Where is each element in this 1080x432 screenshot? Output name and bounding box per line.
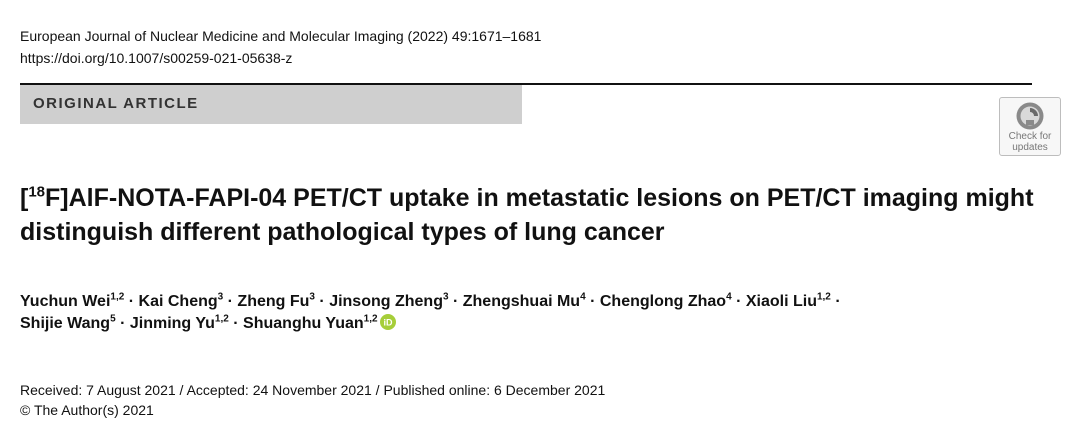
author-name[interactable]: Yuchun Wei — [20, 293, 111, 310]
author-name[interactable]: Zhengshuai Mu — [462, 293, 581, 310]
author-affiliation: 1,2 — [110, 291, 125, 303]
title-prefix: [ — [20, 184, 29, 212]
orcid-label: iD — [383, 318, 393, 328]
author-name[interactable]: Shijie Wang — [20, 315, 111, 332]
author-affiliation: 3 — [217, 291, 224, 303]
author-separator: · — [314, 293, 330, 310]
author-name[interactable]: Xiaoli Liu — [745, 293, 817, 310]
orcid-icon[interactable]: iD — [379, 314, 396, 330]
author-separator: · — [124, 293, 139, 310]
author-affiliation: 4 — [726, 291, 732, 303]
badge-label-line2: updates — [1012, 142, 1048, 153]
author-separator: · — [223, 293, 238, 310]
copyright: © The Author(s) 2021 — [20, 402, 154, 418]
author-name[interactable]: Kai Cheng — [138, 293, 218, 310]
badge-label-line1: Check for — [1008, 131, 1052, 142]
author-affiliation: 1,2 — [214, 313, 229, 325]
author-affiliation: 1,2 — [363, 313, 378, 325]
author-name[interactable]: Shuanghu Yuan — [243, 315, 364, 332]
author-affiliation: 3 — [309, 291, 315, 303]
title-text: F]AlF-NOTA-FAPI-04 PET/CT uptake in meta… — [20, 184, 1034, 246]
author-affiliation: 3 — [442, 291, 449, 303]
author-list: Yuchun Wei1,2 · Kai Cheng3 · Zheng Fu3 ·… — [20, 291, 1060, 335]
author-name[interactable]: Chenglong Zhao — [599, 293, 727, 310]
check-for-updates-button[interactable]: Check for updates — [999, 97, 1061, 156]
title-isotope: 18 — [28, 183, 46, 201]
author-affiliation: 1,2 — [816, 291, 831, 303]
author-separator: · — [448, 293, 463, 310]
article-type-banner: ORIGINAL ARTICLE — [20, 85, 522, 124]
article-type-label: ORIGINAL ARTICLE — [33, 95, 199, 112]
author-separator: · — [115, 315, 130, 332]
author-affiliation: 4 — [580, 291, 586, 303]
author-name[interactable]: Jinming Yu — [129, 315, 215, 332]
header-rule — [20, 83, 1032, 85]
author-affiliation: 5 — [110, 313, 116, 325]
author-separator: · — [228, 315, 244, 332]
check-for-updates-icon — [1016, 102, 1044, 130]
author-name[interactable]: Jinsong Zheng — [329, 293, 443, 310]
publication-dates: Received: 7 August 2021 / Accepted: 24 N… — [20, 382, 606, 398]
journal-citation: European Journal of Nuclear Medicine and… — [20, 28, 542, 44]
author-name[interactable]: Zheng Fu — [237, 293, 310, 310]
doi-link[interactable]: https://doi.org/10.1007/s00259-021-05638… — [20, 50, 293, 66]
author-separator: · — [585, 293, 600, 310]
article-title: [18F]AlF-NOTA-FAPI-04 PET/CT uptake in m… — [20, 181, 1060, 249]
author-separator: · — [830, 293, 841, 310]
author-separator: · — [731, 293, 746, 310]
